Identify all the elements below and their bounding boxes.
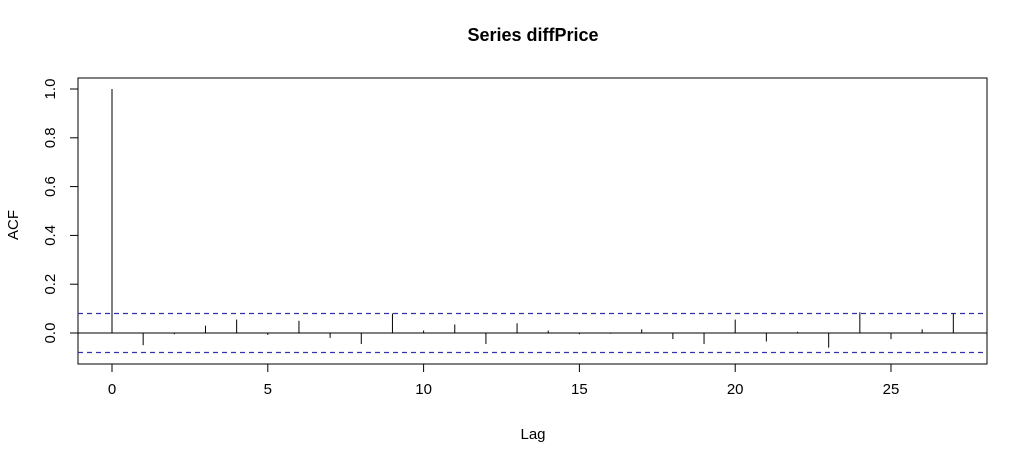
x-tick-label: 25: [883, 381, 900, 398]
x-tick-label: 20: [727, 381, 744, 398]
y-tick-label: 0.0: [42, 323, 59, 344]
x-axis-label: Lag: [520, 426, 545, 443]
x-tick-label: 10: [415, 381, 432, 398]
y-axis-label: ACF: [5, 210, 22, 240]
y-tick-label: 0.2: [42, 274, 59, 295]
x-tick-label: 15: [571, 381, 588, 398]
y-tick-label: 0.4: [42, 225, 59, 246]
plot-frame: [77, 77, 988, 365]
y-tick-label: 0.6: [42, 176, 59, 197]
chart-title: Series diffPrice: [467, 25, 598, 45]
y-tick-label: 0.8: [42, 127, 59, 148]
x-tick-label: 5: [264, 381, 272, 398]
x-tick-label: 0: [108, 381, 116, 398]
y-tick-label: 1.0: [42, 79, 59, 100]
